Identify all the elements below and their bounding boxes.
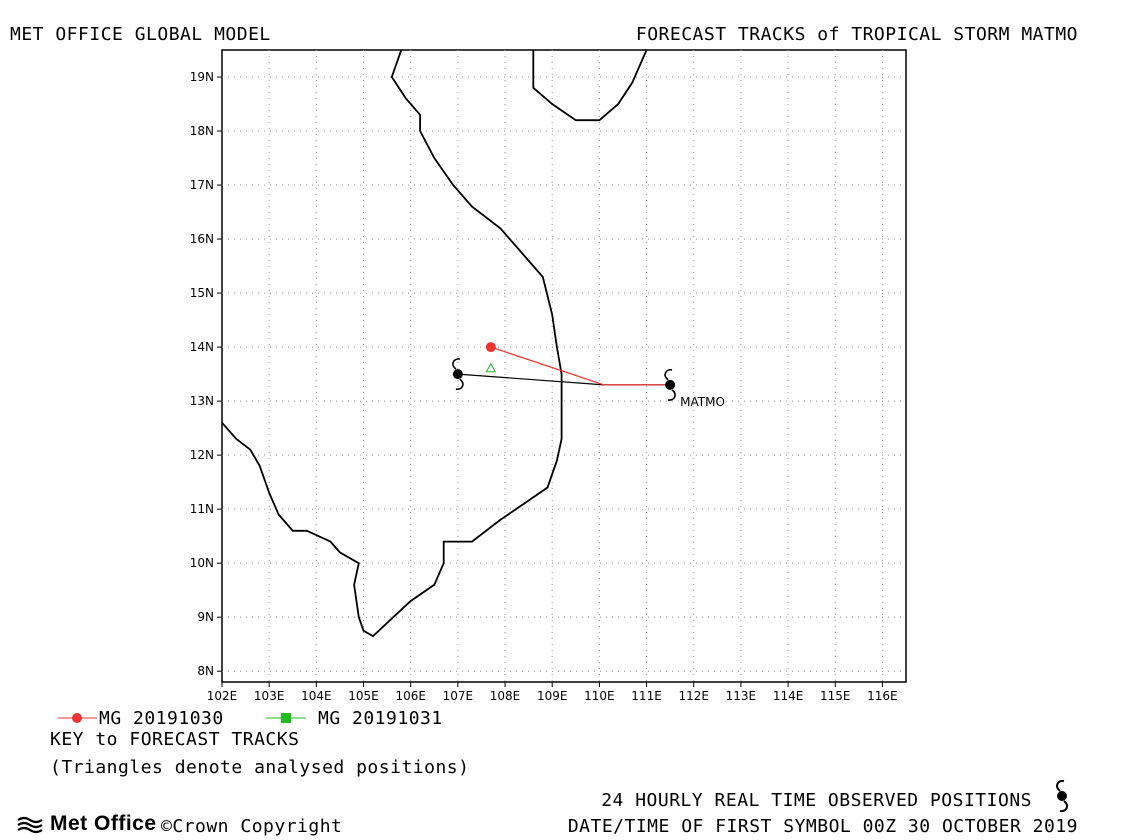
x-tick-label: 110E: [584, 689, 615, 703]
x-tick-label: 115E: [820, 689, 851, 703]
met-office-logo-text: Met Office: [50, 812, 157, 835]
storm-label: MATMO: [680, 395, 725, 409]
legend-label-20191031: MG 20191031: [318, 708, 443, 729]
y-tick-label: 11N: [190, 502, 214, 516]
model-title: MET OFFICE GLOBAL MODEL: [10, 24, 271, 45]
storm-symbol-icon: [664, 369, 676, 401]
y-tick-label: 9N: [197, 610, 214, 624]
map-grid: [222, 50, 906, 682]
x-tick-label: 111E: [631, 689, 662, 703]
x-tick-label: 112E: [678, 689, 709, 703]
y-tick-label: 8N: [197, 664, 214, 678]
met-office-logo-icon: [17, 816, 43, 834]
y-tick-label: 10N: [190, 556, 214, 570]
y-tick-label: 13N: [190, 394, 214, 408]
forecast-track-20191030: [490, 346, 675, 386]
coastline-hainan: [532, 49, 648, 122]
y-tick-label: 15N: [190, 286, 214, 300]
x-tick-label: 104E: [301, 689, 332, 703]
storm-symbol-icon: [452, 358, 464, 390]
x-tick-label: 107E: [443, 689, 474, 703]
coastline: [221, 49, 648, 638]
y-tick-label: 16N: [190, 232, 214, 246]
x-tick-label: 106E: [395, 689, 426, 703]
map-axis-ticks: 102E 103E 104E 105E 106E 107E 108E 109E 110E 111E…: [190, 70, 898, 703]
x-tick-label: 114E: [773, 689, 804, 703]
legend-label-20191030: MG 20191030: [99, 708, 224, 729]
x-tick-label: 109E: [537, 689, 568, 703]
forecast-point-20191030: [485, 342, 496, 353]
coastline-vietnam: [221, 49, 563, 638]
chart-title: FORECAST TRACKS of TROPICAL STORM MATMO: [635, 24, 1078, 45]
x-tick-label: 108E: [490, 689, 521, 703]
legend-square-icon: [281, 713, 291, 723]
x-tick-label: 116E: [867, 689, 898, 703]
y-tick-label: 19N: [190, 70, 214, 84]
map-frame: [221, 49, 907, 683]
legend-circle-icon: [72, 713, 82, 723]
forecast-tracks: [452, 342, 676, 401]
crown-copyright: ©Crown Copyright: [161, 816, 343, 837]
x-tick-label: 105E: [348, 689, 379, 703]
y-tick-label: 12N: [190, 448, 214, 462]
observed-positions-text: 24 HOURLY REAL TIME OBSERVED POSITIONS: [601, 790, 1032, 811]
x-tick-label: 113E: [726, 689, 757, 703]
x-tick-label: 102E: [207, 689, 238, 703]
y-tick-label: 17N: [190, 178, 214, 192]
first-symbol-datetime: DATE/TIME OF FIRST SYMBOL 00Z 30 OCTOBER…: [567, 816, 1078, 837]
legend-note: (Triangles denote analysed positions): [50, 757, 470, 778]
analysed-position-triangle: [485, 362, 497, 373]
storm-symbol-icon: [1056, 779, 1068, 813]
y-tick-label: 14N: [190, 340, 214, 354]
x-tick-label: 103E: [254, 689, 285, 703]
legend-key-title: KEY to FORECAST TRACKS: [50, 729, 300, 750]
y-tick-label: 18N: [190, 124, 214, 138]
